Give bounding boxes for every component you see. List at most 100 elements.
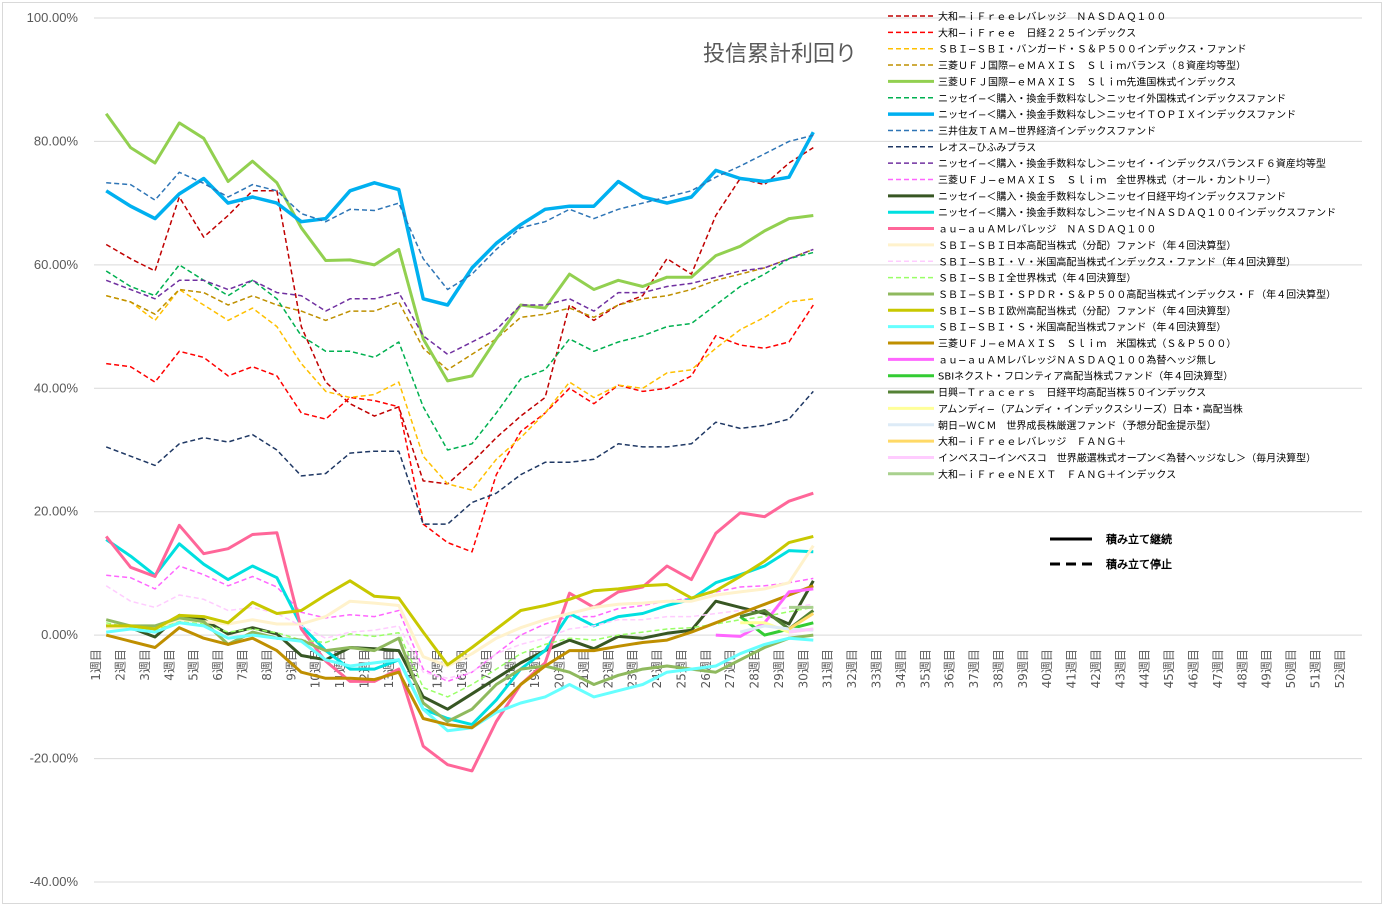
legend-label: ＳＢＩ−ＳＢＩ・バンガード・Ｓ＆Ｐ５００インデックス・ファンド: [938, 43, 1247, 56]
y-tick-label: 0.00%: [41, 627, 78, 642]
x-tick-label: 39週目: [1016, 649, 1030, 688]
x-tick-label: 15週目: [431, 649, 445, 688]
x-tick-label: 37週目: [967, 649, 981, 688]
x-tick-label: 29週目: [772, 649, 786, 688]
legend-label: ニッセイ−＜購入・換金手数料なし＞ニッセイＴＯＰＩＸインデックスファンド: [938, 108, 1296, 121]
legend-label: 三菱ＵＦＪ国際−ｅＭＡＸＩＳ Ｓｌｉｍ先進国株式インデックス: [938, 75, 1236, 88]
x-tick-label: 5週目: [187, 649, 201, 681]
series-line-19: [106, 534, 814, 667]
legend-label: ニッセイ−＜購入・換金手数料なし＞ニッセイ・インデックスバランスＦ６資産均等型: [938, 157, 1326, 170]
x-tick-label: 41週目: [1065, 649, 1079, 688]
series-line-5: [104, 112, 814, 383]
legend-label: ニッセイ−＜購入・換金手数料なし＞ニッセイ外国株式インデックスファンド: [938, 92, 1286, 105]
series-line-10: [105, 248, 814, 356]
x-tick-label: 50週目: [1284, 649, 1298, 688]
y-tick-label: 40.00%: [34, 380, 79, 395]
x-tick-label: 2週目: [114, 649, 128, 681]
series-line-13: [105, 538, 814, 727]
legend-label: 大和−ｉＦｒｅｅＮＥＸＴ ＦＡＮＧ＋インデックス: [938, 468, 1176, 481]
x-tick-label: 28週目: [748, 649, 762, 688]
series-line-21: [105, 584, 814, 730]
series-line-14: [105, 491, 814, 773]
y-tick-label: 60.00%: [34, 257, 79, 272]
series-line-7: [105, 131, 815, 307]
x-tick-label: 35週目: [918, 649, 932, 688]
x-tick-label: 26週目: [699, 649, 713, 688]
legend-label: ＳＢＩ−ＳＢＩ・Ｓ・米国高配当株式ファンド（年４回決算型）: [938, 321, 1226, 334]
x-tick-label: 13週目: [382, 649, 396, 688]
series-line-4: [106, 248, 814, 371]
series-line-9: [105, 390, 814, 525]
y-tick-label: 80.00%: [34, 133, 79, 148]
x-tick-label: 31週目: [821, 649, 835, 688]
legend-label: 大和−ｉＦｒｅｅレバレッジ ＦＡＮＧ＋: [938, 435, 1126, 448]
x-tick-label: 1週目: [89, 649, 103, 681]
series-lines: [104, 112, 815, 773]
legend-label: ａｕ−ａｕＡＭレバレッジＮＡＳＤＡＱ１００為替ヘッジ無し: [938, 353, 1216, 366]
x-tick-label: 46週目: [1187, 649, 1201, 688]
x-tick-label: 33週目: [870, 649, 884, 688]
x-tick-label: 23週目: [626, 649, 640, 688]
x-axis-ticks: 1週目 2週目 3週目 4週目 5週目 6週目 7週目 8週目 9週目 10週目 11週目 12週目 1…: [89, 649, 1347, 688]
legend-label: ＳＢＩ−ＳＢＩ全世界株式（年４回決算型）: [938, 272, 1136, 285]
x-tick-label: 49週目: [1260, 649, 1274, 688]
x-tick-label: 47週目: [1211, 649, 1225, 688]
x-tick-label: 7週目: [236, 649, 250, 681]
series-line-1: [105, 146, 814, 485]
series-line-20: [106, 621, 814, 733]
x-tick-label: 38週目: [991, 649, 1005, 688]
legend-label: SBIネクスト・フロンティア高配当株式ファンド（年４回決算型）: [938, 370, 1233, 383]
series-line-28: [788, 627, 814, 634]
x-tick-label: 43週目: [1113, 649, 1127, 688]
legend-label: 日興−Ｔｒａｃｅｒｓ 日経平均高配当株５０インデックス: [938, 386, 1206, 399]
series-line-3: [106, 288, 814, 491]
x-tick-label: 8週目: [260, 649, 274, 681]
legend-label: 三菱ＵＦＪ−ｅＭＡＸＩＳ Ｓｌｉｍ 米国株式（Ｓ＆Ｐ５００）: [938, 337, 1236, 350]
x-tick-label: 51週目: [1308, 649, 1322, 688]
series-line-17: [106, 606, 814, 698]
series-line-6: [105, 251, 814, 451]
legend-label: 三菱ＵＦＪ−ｅＭＡＸＩＳ Ｓｌｉｍ 全世界株式（オール・カントリー）: [938, 174, 1276, 187]
y-tick-label: -40.00%: [30, 874, 79, 889]
legend-label: 三菱ＵＦＪ国際−ｅＭＡＸＩＳ Ｓｌｉｍバランス（８資産均等型）: [938, 59, 1246, 72]
y-tick-label: 20.00%: [34, 504, 79, 519]
x-tick-label: 6週目: [211, 649, 225, 681]
chart-title: 投信累計利回り: [703, 42, 857, 67]
x-tick-label: 42週目: [1089, 649, 1103, 688]
legend-label: ニッセイ−＜購入・換金手数料なし＞ニッセイＮＡＳＤＡＱ１００インデックスファンド: [938, 206, 1336, 219]
legend: 大和−ｉＦｒｅｅレバレッジ ＮＡＳＤＡＱ１００ 大和−ｉＦｒｅｅ 日経２２５インデ…: [888, 10, 1336, 481]
y-axis-ticks: 100.00% 80.00% 60.00% 40.00% 20.00% 0.00% -20.…: [27, 10, 79, 889]
legend-label: ＳＢＩ−ＳＢＩ欧州高配当株式（分配）ファンド（年４回決算型）: [938, 304, 1236, 317]
legend-label: ニッセイ−＜購入・換金手数料なし＞ニッセイ日経平均インデックスファンド: [938, 190, 1286, 203]
x-tick-label: 30週目: [796, 649, 810, 688]
legend-label: ａｕ−ａｕＡＭレバレッジ ＮＡＳＤＡＱ１００: [938, 224, 1156, 236]
legend-label: 大和−ｉＦｒｅｅ 日経２２５インデックス: [938, 26, 1136, 39]
series-line-15: [106, 544, 815, 668]
x-tick-label: 44週目: [1138, 649, 1152, 688]
y-tick-label: 100.00%: [27, 10, 79, 25]
x-tick-label: 34週目: [894, 649, 908, 688]
x-tick-label: 36週目: [943, 649, 957, 688]
style-label: 積み立て継続: [1105, 532, 1172, 546]
x-tick-label: 4週目: [162, 649, 176, 681]
x-tick-label: 52週目: [1333, 649, 1347, 688]
legend-label: ＳＢＩ−ＳＢＩ・Ｖ・米国高配当株式インデックス・ファンド（年４回決算型）: [938, 255, 1296, 268]
series-line-2: [106, 304, 814, 553]
gridlines: [94, 17, 1362, 883]
x-tick-label: 45週目: [1162, 649, 1176, 688]
y-tick-label: -20.00%: [30, 751, 79, 766]
legend-label: インベスコ−インベスコ 世界厳選株式オープン＜為替ヘッジなし＞（毎月決算型）: [938, 451, 1316, 464]
legend-label: ＳＢＩ−ＳＢＩ・ＳＰＤＲ・Ｓ＆Ｐ５００高配当株式インデックス・Ｆ（年４回決算型）: [938, 288, 1336, 301]
series-line-8: [106, 134, 814, 291]
x-tick-label: 40週目: [1040, 649, 1054, 688]
legend-label: レオス−ひふみプラス: [938, 142, 1036, 154]
x-tick-label: 48週目: [1235, 649, 1249, 688]
x-tick-label: 32週目: [845, 649, 859, 688]
x-tick-label: 3週目: [138, 649, 152, 681]
legend-label: 大和−ｉＦｒｅｅレバレッジ ＮＡＳＤＡＱ１００: [938, 10, 1166, 23]
legend-label: アムンディ−（アムンディ・インデックスシリーズ）日本・高配当株: [938, 402, 1243, 415]
series-line-16: [105, 585, 814, 680]
